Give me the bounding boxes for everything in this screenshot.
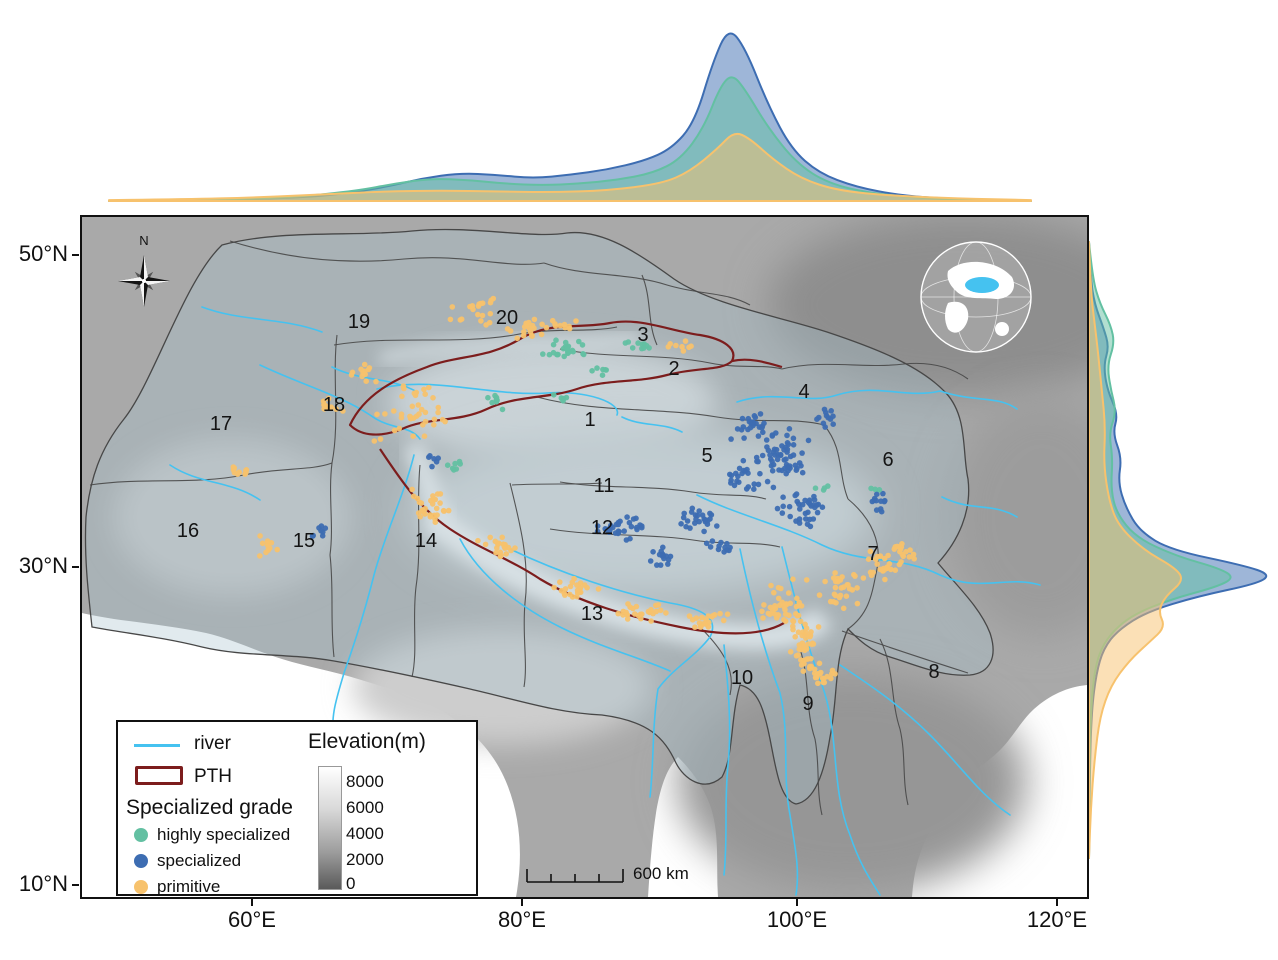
basin-number-label: 18: [323, 394, 345, 416]
basin-number-label: 19: [348, 311, 370, 333]
y-axis-label: 10°N: [18, 871, 68, 896]
globe-highlight-region: [965, 277, 999, 293]
elevation-tick-label: 6000: [346, 798, 384, 817]
right-density-curve-primitive: [1088, 241, 1183, 859]
x-axis-tick: [1056, 899, 1058, 906]
top-density-curve-specialized: [108, 32, 1032, 202]
globe-inset: [920, 241, 1032, 353]
x-axis-label: 80°E: [498, 907, 546, 932]
island: [549, 871, 567, 895]
scale-ruler-icon: [526, 869, 624, 883]
y-axis-tick: [72, 566, 79, 568]
basin-number-label: 4: [798, 381, 809, 403]
pth-legend-label: PTH: [194, 766, 232, 787]
watershed-region: [84, 228, 994, 805]
basin-number-label: 13: [581, 603, 603, 625]
legend-item-label: primitive: [157, 877, 221, 896]
legend-item-specialized: specialized: [134, 851, 241, 871]
pth-boundary: [348, 320, 785, 635]
basin-number-label: 2: [668, 358, 679, 380]
primitive-dot-icon: [134, 880, 148, 894]
top-density-curve-primitive: [108, 132, 1032, 202]
longitude-density-plot: [108, 32, 1032, 202]
basin-number-label: 12: [591, 517, 613, 539]
basin-number-label: 8: [928, 661, 939, 683]
legend-item-label: specialized: [157, 851, 242, 870]
x-axis-tick: [796, 899, 798, 906]
top-density-curve-highly_specialized: [108, 76, 1032, 202]
basin-number-label: 20: [496, 307, 518, 329]
basin-number-label: 15: [293, 530, 315, 552]
basin-number-label: 7: [867, 543, 878, 565]
y-axis-tick: [72, 884, 79, 886]
basin-number-label: 5: [701, 445, 712, 467]
specimen-dots: [230, 295, 917, 687]
elevation-legend-title: Elevation(m): [308, 730, 426, 753]
elevation-tick-label: 2000: [346, 850, 384, 869]
basin-number-label: 17: [210, 413, 232, 435]
basin-number-label: 1: [584, 409, 595, 431]
elevation-tick-label: 8000: [346, 772, 384, 791]
y-axis-label: 30°N: [18, 553, 68, 578]
basin-number-label: 14: [415, 530, 437, 552]
y-axis-label: 50°N: [18, 241, 68, 266]
scale-bar-label: 600 km: [633, 864, 689, 883]
basin-number-label: 11: [594, 475, 615, 497]
scale-bar: 600 km: [525, 863, 689, 885]
basin-number-label: 6: [882, 449, 893, 471]
compass-north-label: N: [139, 233, 148, 248]
x-axis-label: 100°E: [766, 907, 828, 932]
river-legend-label: river: [194, 733, 231, 754]
basin-number-label: 10: [731, 667, 753, 689]
x-axis-label: 60°E: [228, 907, 276, 932]
x-axis-tick: [521, 899, 523, 906]
river-line-swatch: [134, 744, 180, 747]
compass-rose-icon: N: [118, 233, 170, 307]
specialized-dot-icon: [134, 854, 148, 868]
latitude-density-plot: [1088, 241, 1268, 859]
basin-number-label: 16: [177, 520, 199, 542]
pth-outline-swatch: [135, 766, 183, 785]
elevation-tick-label: 4000: [346, 824, 384, 843]
x-axis-label: 120°E: [1026, 907, 1088, 932]
elevation-gradient-bar: [318, 766, 342, 890]
elevation-tick-label: 0: [346, 874, 356, 893]
legend-item-primitive: primitive: [134, 877, 220, 897]
basin-number-label: 3: [637, 324, 648, 346]
map-frame: 1 2 3 4 5 6 7 8 9 10 11 12 13 14 15 16 17 18 19 20 N river: [80, 215, 1089, 899]
legend-item-label: highly specialized: [157, 825, 291, 844]
specialized-grade-title: Specialized grade: [126, 796, 293, 819]
legend-box: river PTH Specialized grade highly speci…: [116, 720, 478, 896]
x-axis-tick: [251, 899, 253, 906]
basin-number-label: 9: [802, 693, 813, 715]
rivers: [169, 306, 1041, 896]
highly-specialized-dot-icon: [134, 828, 148, 842]
legend-item-highly-specialized: highly specialized: [134, 825, 290, 845]
y-axis-tick: [72, 254, 79, 256]
